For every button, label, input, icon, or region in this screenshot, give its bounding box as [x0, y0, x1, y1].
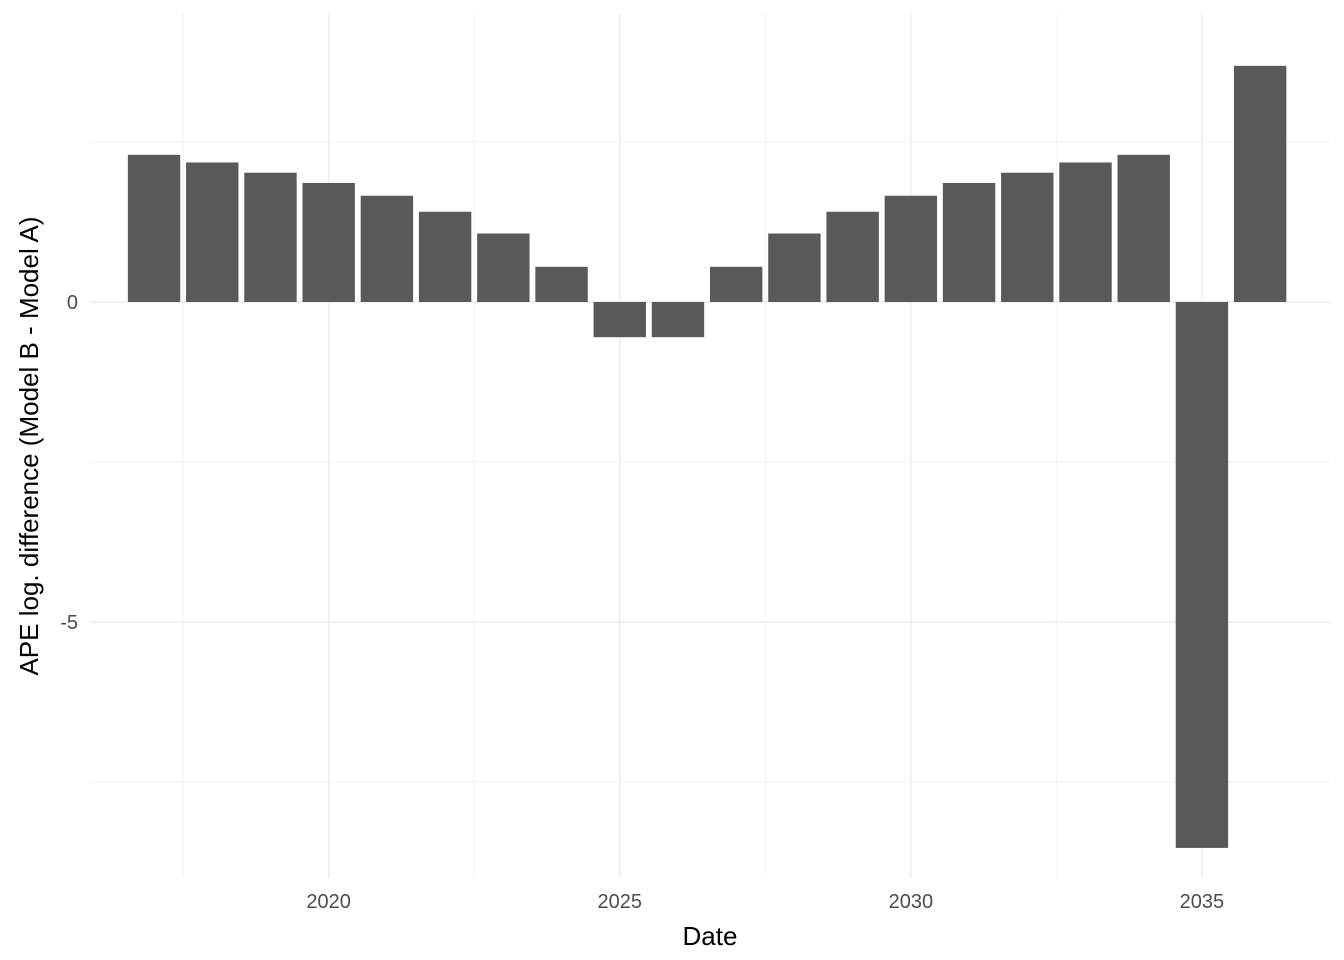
bar-2028	[768, 233, 821, 302]
bar-2034	[1117, 154, 1170, 302]
bar-2030	[884, 195, 938, 302]
bar-2029	[826, 211, 879, 302]
bar-2023	[477, 233, 530, 302]
bar-2022	[418, 211, 472, 302]
y-tick-label: -5	[60, 612, 78, 634]
x-tick-label: 2030	[889, 891, 934, 913]
bar-2021	[360, 195, 414, 302]
bar-2026	[651, 302, 705, 338]
x-tick-label: 2035	[1180, 891, 1225, 913]
bar-2024	[535, 266, 588, 302]
y-tick-label: 0	[67, 292, 78, 314]
bar-2036	[1233, 65, 1287, 302]
bar-2033	[1059, 162, 1112, 302]
bar-2018	[186, 162, 239, 302]
grid-lines	[90, 14, 1330, 878]
bar-2035	[1175, 302, 1229, 848]
tick-labels: 2020 2025 2030 2035 0 -5	[60, 292, 1224, 913]
x-tick-label: 2020	[306, 891, 351, 913]
x-tick-label: 2025	[598, 891, 643, 913]
bar-2027	[710, 266, 763, 302]
bars	[127, 65, 1287, 848]
y-axis-title: APE log. difference (Model B - Model A)	[14, 216, 44, 675]
bar-2025	[593, 302, 646, 338]
bar-2017	[127, 154, 181, 302]
bar-2031	[942, 182, 996, 302]
bar-2020	[302, 182, 355, 302]
bar-2032	[1001, 172, 1054, 302]
bar-2019	[244, 172, 297, 302]
x-axis-title: Date	[683, 921, 738, 951]
